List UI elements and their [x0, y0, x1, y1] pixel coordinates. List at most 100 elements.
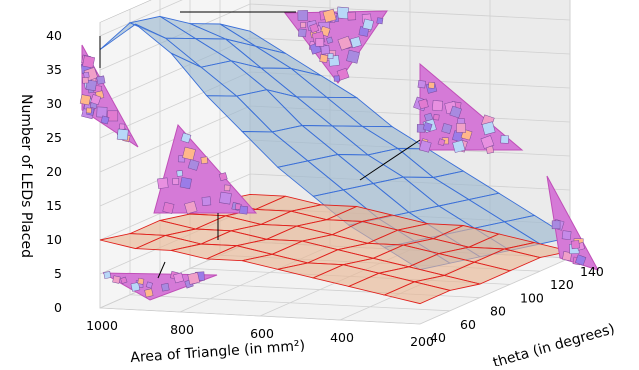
led-cell	[119, 123, 126, 130]
z-tick-label: 30	[46, 96, 62, 111]
z-axis-label: Number of LEDs Placed	[18, 94, 34, 258]
led-cell	[137, 277, 145, 285]
led-cell	[418, 140, 432, 153]
x-tick-label: 600	[250, 326, 274, 341]
led-cell	[219, 191, 232, 205]
y-tick-label: 120	[550, 277, 574, 292]
led-cell	[336, 6, 350, 20]
led-cell	[347, 11, 357, 21]
surface-facet	[382, 281, 452, 305]
led-cell	[333, 75, 340, 82]
led-cell	[176, 170, 183, 177]
y-tick-label: 40	[430, 330, 446, 345]
led-cell	[79, 94, 91, 106]
z-tick-label: 35	[46, 62, 62, 77]
x-tick-label: 200	[410, 334, 434, 349]
led-cell	[327, 53, 334, 59]
led-cell	[187, 159, 200, 171]
led-cell	[83, 71, 90, 79]
led-cell	[297, 10, 309, 21]
z-tick-label: 25	[46, 130, 62, 145]
led-cell	[349, 36, 362, 49]
z-tick-label: 20	[46, 164, 62, 179]
led-cell	[456, 123, 466, 133]
led-cell	[481, 121, 496, 136]
led-cell	[82, 77, 89, 84]
triangle-insets	[79, 6, 600, 301]
led-cell	[184, 200, 198, 215]
led-cell	[417, 80, 426, 89]
inset-narrow-triangle	[79, 36, 139, 148]
surfaces	[99, 15, 572, 305]
led-cell	[346, 49, 360, 64]
led-cell	[112, 275, 121, 284]
x-tick-label: 800	[170, 322, 194, 337]
led-cell	[449, 105, 462, 119]
surface-series	[99, 193, 571, 305]
led-cell	[319, 54, 329, 63]
leader-line	[157, 261, 166, 279]
led-cell	[239, 205, 249, 215]
led-cell	[187, 272, 200, 285]
led-cell	[144, 288, 154, 298]
led-cell	[107, 110, 119, 122]
led-cell	[337, 35, 353, 51]
led-cell	[145, 281, 153, 289]
led-cell	[85, 107, 92, 114]
led-cell	[322, 8, 337, 23]
inset-top-triangle	[180, 6, 388, 84]
z-tick-label: 0	[54, 300, 62, 315]
led-cell	[376, 17, 384, 25]
led-cell	[441, 122, 453, 135]
led-cell	[162, 201, 175, 214]
led-cell	[182, 146, 196, 161]
led-cell	[173, 272, 184, 284]
led-cell	[300, 22, 306, 28]
led-cell	[161, 282, 170, 292]
led-cell	[201, 196, 212, 206]
led-cell	[574, 254, 587, 266]
led-cell	[180, 132, 192, 144]
y-tick-label: 80	[490, 304, 506, 319]
led-cell	[432, 100, 444, 112]
led-cell	[362, 18, 374, 31]
led-cell	[96, 75, 106, 85]
led-cell	[200, 156, 209, 165]
led-cell	[100, 115, 110, 125]
y-grid-line	[129, 9, 451, 312]
led-cell	[452, 139, 466, 153]
led-cell	[116, 128, 129, 141]
led-cell	[298, 28, 307, 38]
led-cell	[157, 177, 169, 189]
led-cell	[437, 138, 446, 147]
x-tick-label: 400	[330, 330, 354, 345]
led-cell	[223, 184, 231, 192]
inset-right-triangle	[359, 62, 524, 181]
led-cell	[320, 45, 330, 55]
inset-center-triangle	[153, 123, 258, 240]
led-cell	[130, 282, 141, 292]
triangle-outline	[81, 44, 139, 148]
inset-small-triangle	[546, 175, 600, 271]
z-tick-label: 10	[46, 232, 62, 247]
led-cell	[179, 176, 192, 190]
y-tick-label: 100	[520, 290, 544, 305]
led-cell	[325, 36, 334, 44]
led-cell	[418, 98, 429, 110]
z-tick-label: 15	[46, 198, 62, 213]
led-cell	[90, 94, 102, 106]
led-cell	[562, 251, 573, 262]
x-tick-label: 1000	[86, 318, 118, 333]
z-tick-label: 40	[46, 28, 62, 43]
led-cell	[120, 276, 128, 284]
led-cell	[551, 220, 561, 230]
inset-bottom-triangle	[102, 261, 218, 301]
x-axis-label: Area of Triangle (in mm²)	[130, 338, 306, 366]
y-tick-label: 140	[580, 264, 604, 279]
led-cell	[500, 135, 509, 144]
triangle-outline	[153, 123, 258, 214]
led-cell	[570, 240, 580, 250]
led-cell	[82, 55, 96, 69]
